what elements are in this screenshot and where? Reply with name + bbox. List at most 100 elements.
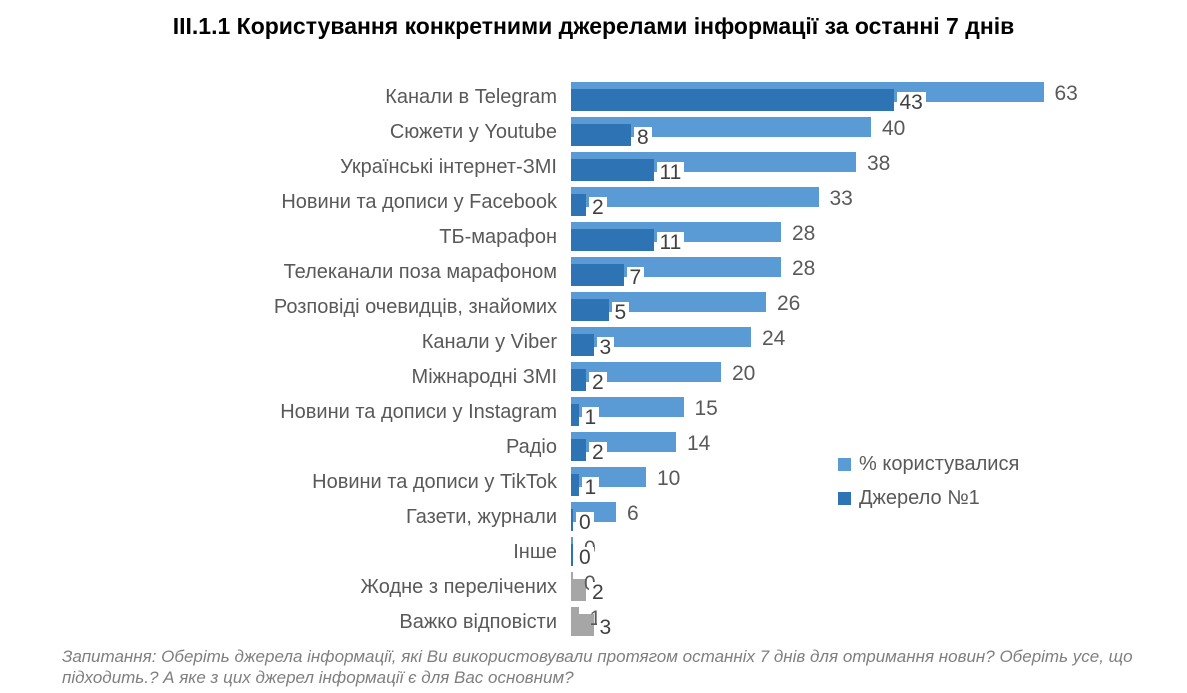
primary-value-label: 2: [589, 442, 607, 464]
legend-item-primary: Джерело №1: [838, 486, 1019, 510]
used-bar: [571, 257, 781, 277]
chart-row: Українські інтернет-ЗМІ 38 11: [0, 151, 1187, 186]
chart-row: ТБ-марафон 28 11: [0, 221, 1187, 256]
used-bar: [571, 362, 721, 382]
plot-area: 00: [571, 536, 1171, 571]
category-label: Радіо: [505, 436, 557, 458]
question-footnote: Запитання: Оберіть джерела інформації, я…: [62, 647, 1133, 687]
category-label: Телеканали поза марафоном: [283, 261, 557, 283]
primary-source-bar: [571, 334, 594, 356]
primary-value-label: 1: [581, 407, 600, 429]
category-label: Міжнародні ЗМІ: [411, 366, 557, 388]
plot-area: 26 5: [571, 291, 1171, 326]
primary-source-bar: [571, 124, 631, 146]
primary-source-bar: [571, 509, 573, 531]
used-value-label: 33: [829, 187, 853, 210]
primary-source-bar: [571, 264, 624, 286]
primary-value-label: 11: [656, 162, 685, 184]
chart-row: Сюжети у Youtube 40 8: [0, 116, 1187, 151]
primary-value-label: 0: [576, 512, 594, 534]
plot-area: 15 1: [571, 396, 1171, 431]
primary-source-bar: [571, 229, 654, 251]
category-label: ТБ-марафон: [439, 226, 557, 248]
chart-row: Радіо 14 2: [0, 431, 1187, 466]
used-value-label: 10: [657, 467, 681, 490]
category-label: Канали в Telegram: [385, 86, 557, 108]
category-label: Новини та дописи у Instagram: [280, 401, 557, 423]
used-value-label: 15: [694, 397, 718, 420]
primary-value-label: 2: [589, 372, 607, 394]
primary-source-bar: [571, 159, 654, 181]
chart-row: Канали в Telegram 63 43: [0, 81, 1187, 116]
chart-row: Важко відповісти 1 3: [0, 606, 1187, 641]
used-value-label: 14: [687, 432, 711, 455]
category-label: Газети, журнали: [406, 506, 557, 528]
primary-source-bar: [571, 194, 586, 216]
legend-swatch-primary-icon: [838, 491, 851, 505]
used-value-label: 26: [777, 292, 801, 315]
chart-row: Жодне з перелічених 02: [0, 571, 1187, 606]
used-value-label: 28: [792, 222, 816, 245]
primary-value-label: 0: [576, 547, 594, 569]
primary-source-bar: [571, 474, 579, 496]
plot-area: 63 43: [571, 81, 1171, 116]
plot-area: 28 11: [571, 221, 1171, 256]
category-label: Новини та дописи у TikTok: [312, 471, 557, 493]
primary-value-label: 8: [634, 127, 652, 149]
category-label: Новини та дописи у Facebook: [281, 191, 557, 213]
primary-source-bar: [571, 439, 586, 461]
used-value-label: 24: [762, 327, 786, 350]
plot-area: 20 2: [571, 361, 1171, 396]
chart-row: Новини та дописи у TikTok 10 1: [0, 466, 1187, 501]
used-value-label: 1: [589, 607, 602, 630]
primary-value-label: 1: [581, 477, 600, 499]
plot-area: 33 2: [571, 186, 1171, 221]
used-value-label: 38: [867, 152, 891, 175]
plot-area: 02: [571, 571, 1171, 606]
chart-legend: % користувалися Джерело №1: [838, 452, 1019, 520]
category-label: Жодне з перелічених: [360, 576, 557, 598]
primary-value-label: 3: [596, 617, 615, 639]
category-label: Розповіді очевидців, знайомих: [273, 296, 557, 318]
used-bar: [571, 432, 676, 452]
used-value-label: 40: [882, 117, 906, 140]
used-bar: [571, 327, 751, 347]
used-value-label: 20: [732, 362, 756, 385]
category-label: Інше: [513, 541, 557, 563]
primary-source-bar: [571, 614, 594, 636]
category-label: Українські інтернет-ЗМІ: [340, 156, 557, 178]
legend-item-used: % користувалися: [838, 452, 1019, 476]
bar-chart: Канали в Telegram 63 43 Сюжети у Youtube 40 8…: [0, 81, 1187, 641]
plot-area: 14 2: [571, 431, 1171, 466]
chart-row: Телеканали поза марафоном 28 7: [0, 256, 1187, 291]
legend-label-used: % користувалися: [859, 452, 1020, 475]
chart-row: Інше 00: [0, 536, 1187, 571]
primary-source-bar: [571, 89, 894, 111]
primary-source-bar: [571, 299, 609, 321]
primary-source-bar: [571, 579, 586, 601]
chart-row: Міжнародні ЗМІ 20 2: [0, 361, 1187, 396]
plot-area: 28 7: [571, 256, 1171, 291]
category-label: Важко відповісти: [399, 611, 557, 633]
primary-source-bar: [571, 369, 586, 391]
plot-area: 40 8: [571, 116, 1171, 151]
chart-row: Розповіді очевидців, знайомих 26 5: [0, 291, 1187, 326]
plot-area: 10 1: [571, 466, 1171, 501]
primary-value-label: 3: [596, 337, 615, 359]
legend-swatch-used-icon: [838, 457, 851, 471]
plot-area: 38 11: [571, 151, 1171, 186]
used-value-label: 63: [1054, 82, 1078, 105]
primary-value-label: 43: [896, 92, 926, 114]
primary-value-label: 2: [589, 582, 607, 604]
chart-title: III.1.1 Користування конкретними джерела…: [172, 13, 1015, 39]
chart-row: Новини та дописи у Instagram 15 1: [0, 396, 1187, 431]
category-label: Сюжети у Youtube: [389, 121, 557, 143]
category-label: Канали у Viber: [421, 331, 557, 353]
chart-row: Газети, журнали 6 0: [0, 501, 1187, 536]
primary-value-label: 11: [656, 232, 685, 254]
primary-value-label: 2: [589, 197, 607, 219]
legend-label-primary: Джерело №1: [859, 486, 980, 509]
used-value-label: 6: [627, 502, 639, 525]
